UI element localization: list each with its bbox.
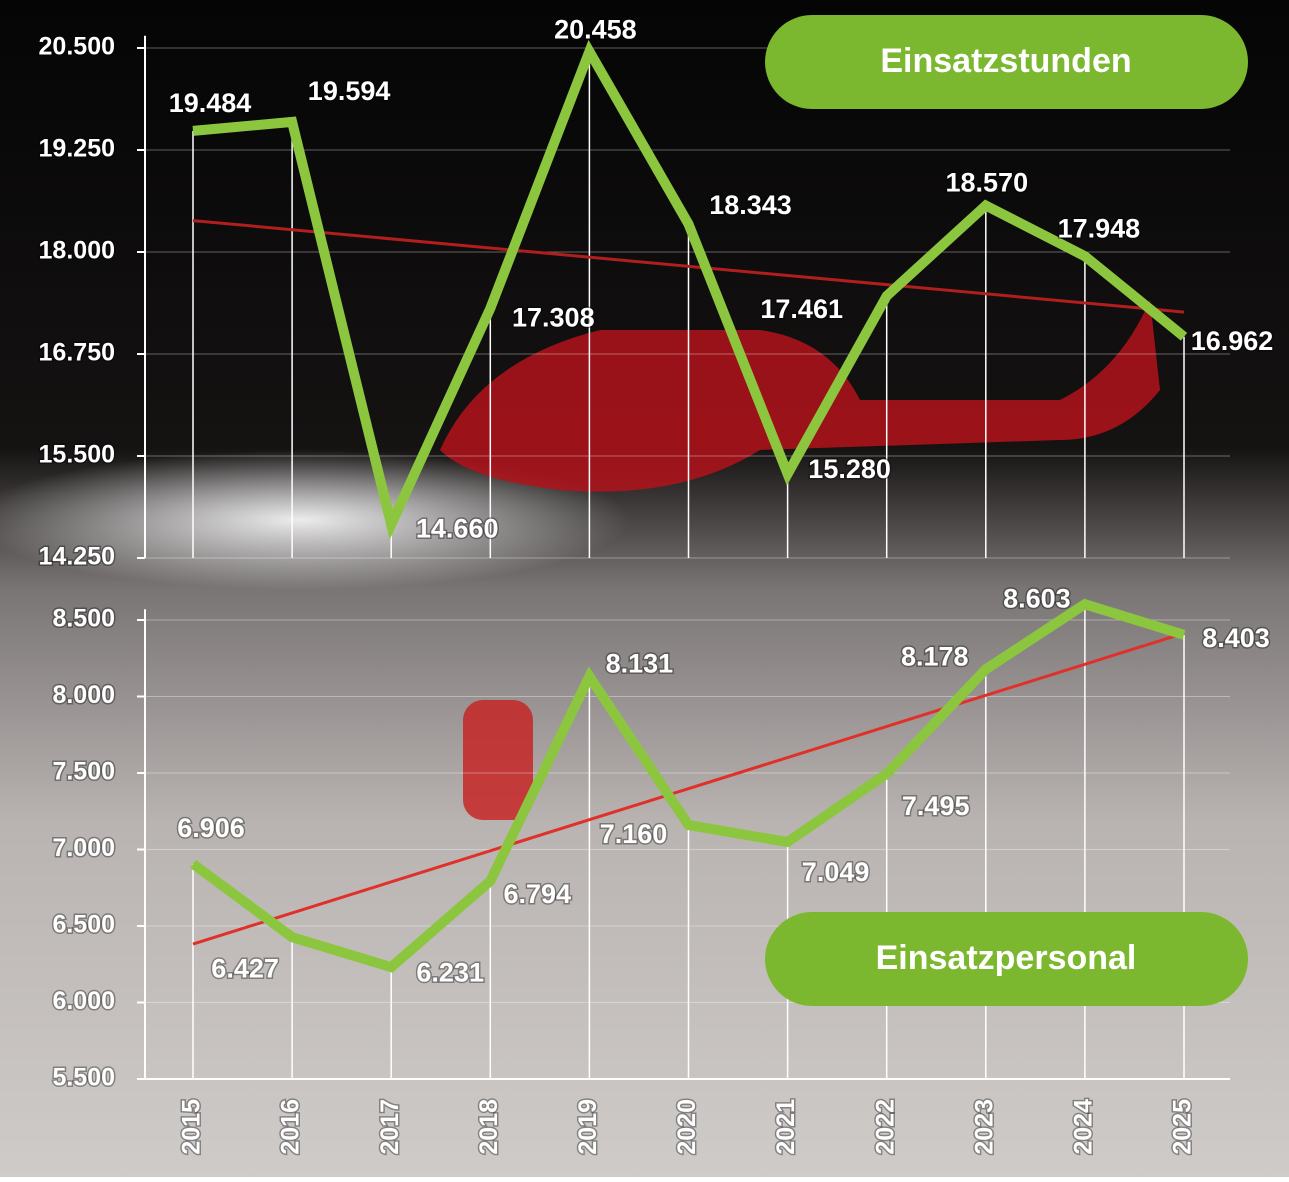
legend-label: Einsatzpersonal — [876, 939, 1137, 977]
y-tick-label: 5.500 — [52, 1064, 115, 1092]
data-label: 6.906 — [177, 813, 245, 843]
x-tick-label: 2019 — [574, 1099, 602, 1155]
data-label: 17.948 — [1058, 213, 1141, 243]
y-tick-label: 19.250 — [39, 135, 115, 163]
x-tick-label: 2018 — [475, 1099, 503, 1155]
legend-badge — [765, 15, 1248, 109]
y-tick-label: 8.000 — [52, 681, 115, 709]
data-label: 16.962 — [1191, 326, 1274, 356]
helicopter — [440, 300, 1160, 492]
data-label: 18.343 — [709, 190, 792, 220]
data-label: 20.458 — [554, 15, 637, 45]
y-tick-label: 8.500 — [52, 605, 115, 633]
y-tick-label: 16.750 — [39, 339, 115, 367]
y-tick-label: 20.500 — [39, 33, 115, 61]
x-tick-label: 2016 — [277, 1099, 305, 1155]
light-glow — [0, 450, 630, 590]
y-tick-label: 15.500 — [39, 441, 115, 469]
data-label: 7.495 — [902, 791, 970, 821]
data-label: 6.427 — [211, 953, 279, 983]
x-tick-label: 2017 — [376, 1099, 404, 1155]
data-label: 8.403 — [1202, 623, 1270, 653]
data-label: 17.308 — [512, 303, 595, 333]
data-label: 8.603 — [1003, 583, 1071, 613]
data-label: 8.131 — [606, 649, 674, 679]
legend-badge — [765, 912, 1248, 1006]
data-label: 15.280 — [808, 454, 891, 484]
series-line — [192, 39, 1188, 540]
trend-line — [192, 631, 1185, 946]
data-label: 17.461 — [760, 294, 843, 324]
data-label: 6.794 — [504, 879, 572, 909]
x-tick-label: 2021 — [772, 1099, 800, 1155]
y-tick-label: 7.500 — [52, 758, 115, 786]
data-label: 8.178 — [901, 641, 969, 671]
y-tick-label: 6.500 — [52, 911, 115, 939]
rescuer — [463, 700, 533, 820]
x-tick-label: 2015 — [178, 1099, 206, 1155]
data-label: 6.231 — [416, 957, 484, 987]
y-tick-label: 14.250 — [39, 543, 115, 571]
x-tick-label: 2020 — [673, 1099, 701, 1155]
data-label: 18.570 — [946, 168, 1029, 198]
data-label: 7.049 — [802, 857, 870, 887]
data-label: 14.660 — [416, 514, 499, 544]
data-label: 19.484 — [169, 88, 252, 118]
series-line — [190, 598, 1186, 973]
data-label: 19.594 — [308, 76, 391, 106]
x-tick-label: 2024 — [1070, 1099, 1098, 1155]
data-label: 7.160 — [600, 819, 668, 849]
y-tick-label: 7.000 — [52, 834, 115, 862]
x-tick-label: 2025 — [1169, 1099, 1197, 1155]
x-tick-label: 2022 — [871, 1099, 899, 1155]
y-tick-label: 18.000 — [39, 237, 115, 265]
y-tick-label: 6.000 — [52, 987, 115, 1015]
legend-label: Einsatzstunden — [880, 42, 1131, 80]
x-tick-label: 2023 — [970, 1099, 998, 1155]
trend-line — [192, 219, 1185, 314]
